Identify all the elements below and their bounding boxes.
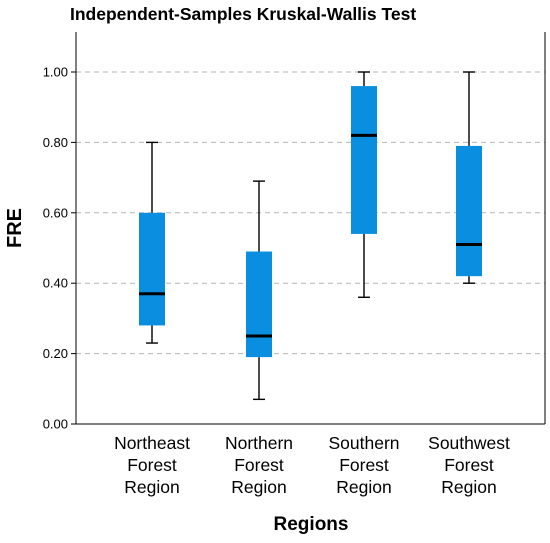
- x-axis-label: Regions: [274, 514, 349, 535]
- y-tick-label: 0.40: [43, 276, 68, 291]
- y-tick-label: 0.20: [43, 346, 68, 361]
- iqr-box: [246, 251, 272, 358]
- box-group: [246, 180, 272, 401]
- iqr-box: [456, 145, 482, 277]
- x-tick-labels: NortheastForestRegionNorthernForestRegio…: [114, 433, 510, 497]
- chart-title: Independent-Samples Kruskal-Wallis Test: [70, 4, 416, 24]
- y-tick-label: 1.00: [43, 65, 68, 80]
- x-tick-label: Forest: [444, 455, 494, 475]
- iqr-box: [139, 212, 165, 326]
- y-tick-label: 0.00: [43, 417, 68, 432]
- x-tick-label: Region: [336, 477, 391, 497]
- x-tick-label: Northeast: [114, 433, 190, 453]
- x-tick-label: Forest: [127, 455, 177, 475]
- y-tick-label: 0.60: [43, 205, 68, 220]
- x-tick-label: Southwest: [428, 433, 510, 453]
- x-tick-label: Forest: [234, 455, 284, 475]
- x-tick-label: Region: [124, 477, 179, 497]
- box-group: [456, 71, 482, 284]
- y-axis-label: FRE: [4, 208, 26, 248]
- y-tick-label: 0.80: [43, 135, 68, 150]
- box-group: [351, 71, 377, 298]
- x-tick-label: Forest: [339, 455, 389, 475]
- x-tick-label: Southern: [328, 433, 399, 453]
- x-tick-label: Region: [441, 477, 496, 497]
- y-tick-labels: 0.00 0.20 0.40 0.60 0.80 1.00: [43, 65, 76, 432]
- x-tick-label: Region: [231, 477, 286, 497]
- x-tick-label: Northern: [225, 433, 293, 453]
- box-layer: [139, 71, 482, 401]
- box-group: [139, 141, 165, 344]
- iqr-box: [351, 86, 377, 234]
